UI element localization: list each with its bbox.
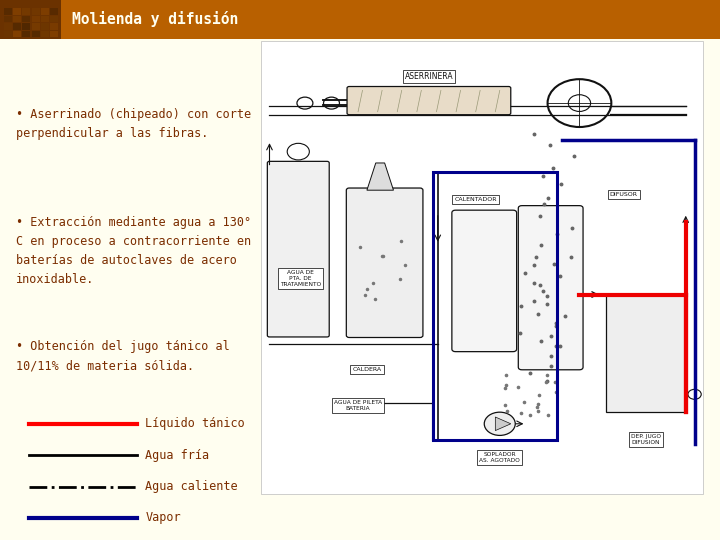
Bar — [32, 16, 40, 22]
Text: Vapor: Vapor — [145, 511, 181, 524]
Bar — [433, 172, 557, 440]
Text: Agua caliente: Agua caliente — [145, 480, 238, 493]
Text: • Aserrinado (chipeado) con corte
perpendicular a las fibras.: • Aserrinado (chipeado) con corte perpen… — [16, 108, 251, 140]
Bar — [0, 0, 720, 39]
FancyBboxPatch shape — [346, 188, 423, 338]
Bar — [4, 8, 12, 15]
Circle shape — [485, 412, 516, 435]
Text: DEP. JUGO
DIFUSION: DEP. JUGO DIFUSION — [631, 434, 661, 445]
FancyBboxPatch shape — [347, 86, 510, 114]
Text: DIFUSOR: DIFUSOR — [610, 192, 638, 197]
Bar — [50, 16, 58, 22]
FancyBboxPatch shape — [267, 161, 329, 337]
Bar — [50, 8, 58, 15]
Bar — [13, 23, 21, 30]
Bar — [22, 8, 30, 15]
Polygon shape — [495, 417, 510, 430]
FancyBboxPatch shape — [452, 210, 517, 352]
Text: • Obtención del jugo tánico al
10/11% de materia sólida.: • Obtención del jugo tánico al 10/11% de… — [16, 340, 230, 372]
Bar — [41, 31, 49, 37]
Bar — [41, 16, 49, 22]
Text: Agua fría: Agua fría — [145, 449, 210, 462]
Bar — [22, 16, 30, 22]
Bar — [50, 23, 58, 30]
Bar — [4, 31, 12, 37]
Text: AGUA DE PILETA
BATERIA: AGUA DE PILETA BATERIA — [334, 400, 382, 411]
Bar — [261, 40, 703, 494]
Bar — [13, 8, 21, 15]
Bar — [22, 23, 30, 30]
Text: Molienda y difusión: Molienda y difusión — [72, 11, 238, 28]
Text: CALDERA: CALDERA — [352, 367, 382, 372]
FancyBboxPatch shape — [518, 206, 583, 370]
Text: SOPLADOR
AS. AGOTADO: SOPLADOR AS. AGOTADO — [480, 453, 520, 463]
Text: • Extracción mediante agua a 130°
C en proceso a contracorriente en
baterías de : • Extracción mediante agua a 130° C en p… — [16, 216, 251, 286]
Text: AGUA DE
PTA. DE
TRATAMIENTO: AGUA DE PTA. DE TRATAMIENTO — [280, 271, 321, 287]
Bar — [13, 31, 21, 37]
Bar — [606, 294, 685, 413]
Bar — [22, 31, 30, 37]
Bar — [0, 0, 61, 39]
Bar — [32, 8, 40, 15]
Text: CALENTADOR: CALENTADOR — [454, 197, 497, 202]
Bar — [4, 16, 12, 22]
Bar — [41, 8, 49, 15]
Bar — [4, 23, 12, 30]
Bar — [32, 31, 40, 37]
Bar — [13, 16, 21, 22]
Text: ASERRINERA: ASERRINERA — [405, 72, 453, 82]
Bar — [50, 31, 58, 37]
Polygon shape — [367, 163, 394, 190]
Bar — [32, 23, 40, 30]
Bar — [41, 23, 49, 30]
Text: Líquido tánico: Líquido tánico — [145, 417, 246, 430]
